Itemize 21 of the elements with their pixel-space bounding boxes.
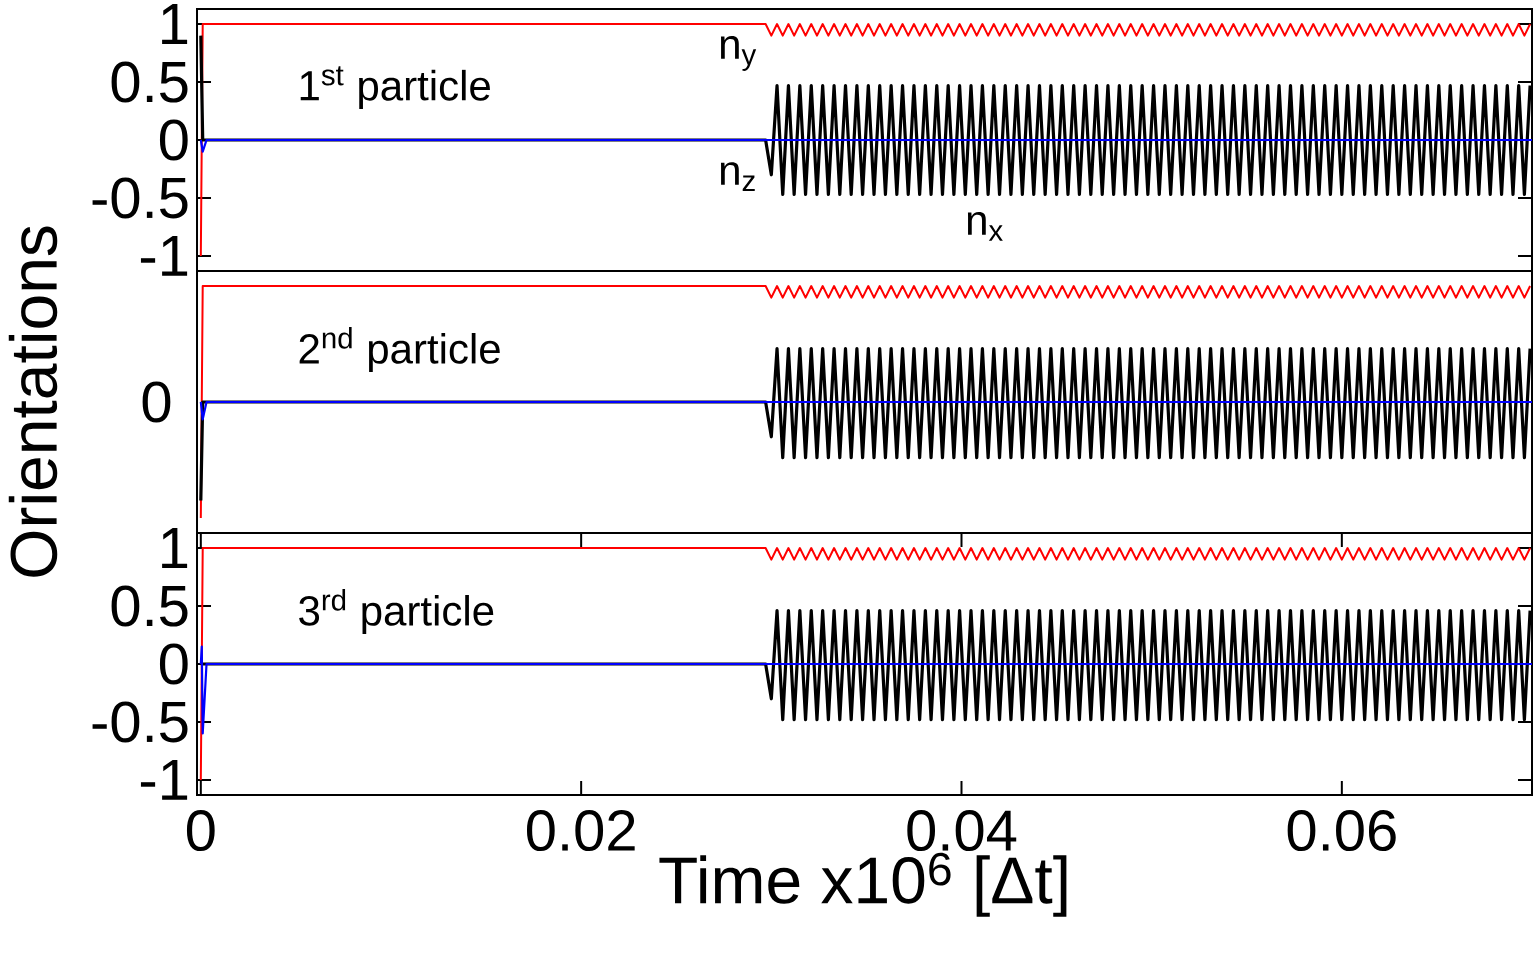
x-tick-label: 0.02 xyxy=(526,810,635,852)
y-tick-label: -1 xyxy=(140,235,188,276)
y-tick-label: -0.5 xyxy=(92,177,188,219)
series-label: n$_{z}$ xyxy=(720,162,755,192)
y-tick-label: 0 xyxy=(159,119,188,161)
x-axis-title: Time x10$^{6}$ [Δt] xyxy=(659,852,1067,917)
series-label: n$_{y}$ xyxy=(720,36,757,71)
series-label: n$_{x}$ xyxy=(967,212,1003,241)
annotation: 3$^{rd}$ particle xyxy=(299,589,494,635)
y-tick-label: -0.5 xyxy=(92,701,188,743)
y-axis-title: Orientations xyxy=(8,226,58,577)
annotation: 2$^{nd}$ particle xyxy=(299,327,500,373)
x-tick-label: 0.04 xyxy=(907,810,1017,852)
y-tick-label: 1 xyxy=(162,528,188,569)
y-tick-label: -1 xyxy=(140,759,188,800)
annotation: 1$^{st}$ particle xyxy=(300,66,490,109)
y-tick-label: 0 xyxy=(159,643,188,685)
y-tick-label: 0.5 xyxy=(111,585,188,627)
y-tick-label: 1 xyxy=(162,4,188,45)
y-tick-label: 0.5 xyxy=(111,61,188,103)
x-tick-label: 0.06 xyxy=(1287,810,1396,852)
